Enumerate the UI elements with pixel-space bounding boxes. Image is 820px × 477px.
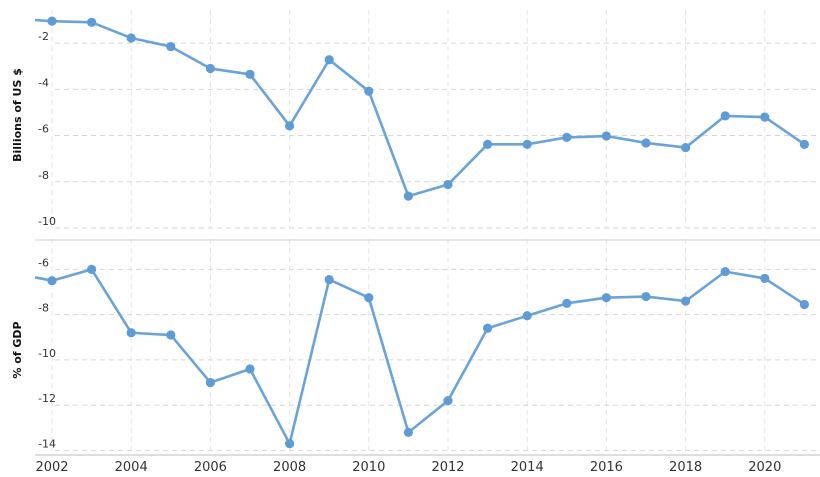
data-point (641, 291, 651, 302)
data-point (87, 264, 97, 274)
series-line-bottom (34, 268, 806, 445)
x-tick-label: 2018 (669, 460, 702, 475)
y-tick-label: -10 (38, 347, 56, 360)
data-point (285, 121, 295, 131)
x-tick-label: 2016 (590, 460, 623, 475)
x-tick-label: 2004 (115, 460, 148, 475)
data-point (681, 142, 691, 153)
top-panel: -2 -4 -6 -8 -10 (34, 10, 820, 229)
data-point (720, 267, 730, 277)
data-point (641, 138, 651, 148)
data-point (166, 330, 176, 340)
data-point (166, 41, 176, 52)
series-line-top (34, 18, 806, 198)
data-point (799, 139, 810, 149)
y-tick-label: -8 (38, 169, 49, 182)
data-point (483, 323, 493, 333)
data-point (522, 311, 532, 321)
data-point (681, 296, 691, 306)
data-point (443, 179, 453, 190)
x-tick-label: 2008 (273, 460, 306, 475)
y-tick-label: -14 (38, 437, 56, 450)
data-point (324, 55, 334, 65)
data-point (87, 17, 97, 27)
data-point (245, 69, 255, 79)
data-point (324, 274, 334, 285)
data-point (720, 111, 730, 121)
y-axis-label-top: Billions of US $ (11, 68, 24, 162)
data-point (403, 191, 413, 201)
data-point (760, 273, 770, 284)
data-point (760, 112, 770, 122)
data-point (443, 396, 453, 406)
y-tick-label: -2 (38, 30, 49, 43)
data-point (205, 377, 215, 388)
data-point (47, 276, 57, 286)
y-tick-label: -4 (38, 76, 49, 89)
data-point (245, 364, 255, 374)
x-tick-label: 2002 (35, 460, 68, 475)
x-tick-label: 2010 (352, 460, 385, 475)
data-point (562, 132, 572, 143)
data-point (562, 298, 572, 308)
data-point (126, 33, 136, 43)
y-tick-label: -12 (38, 392, 56, 405)
data-point (799, 299, 810, 310)
y-tick-label: -6 (38, 123, 49, 136)
data-point (205, 63, 215, 74)
data-point (364, 293, 374, 303)
y-tick-label: -8 (38, 302, 49, 315)
data-point (364, 86, 374, 96)
data-point (47, 16, 57, 26)
y-tick-label: -6 (38, 256, 49, 269)
data-point (601, 131, 612, 141)
data-point (522, 139, 532, 149)
bottom-panel: -6 -8 -10 -12 -14 (34, 239, 820, 455)
data-point (601, 293, 612, 303)
x-tick-label: 2006 (194, 460, 227, 475)
data-point (285, 439, 295, 449)
y-tick-label: -10 (38, 215, 56, 228)
x-tick-label: 2020 (748, 460, 781, 475)
x-axis: 2002 2004 2006 2008 2010 2012 2014 2016 2018 2020 (35, 460, 781, 475)
data-point (483, 139, 493, 149)
x-tick-label: 2014 (511, 460, 544, 475)
x-tick-label: 2012 (431, 460, 464, 475)
data-point (403, 427, 413, 437)
data-point (126, 328, 136, 338)
y-axis-label-bottom: % of GDP (11, 321, 24, 378)
